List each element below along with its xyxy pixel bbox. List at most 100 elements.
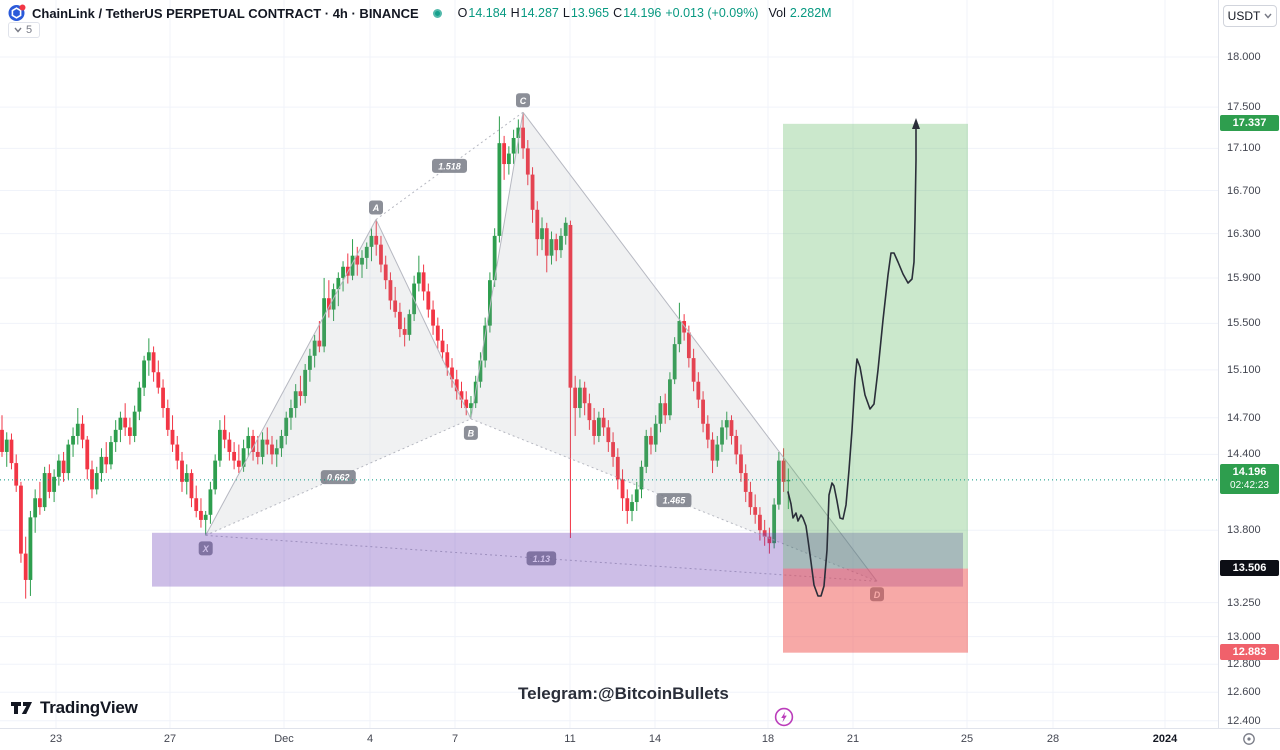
candle-body bbox=[668, 379, 672, 416]
candle-body bbox=[37, 498, 42, 508]
chainlink-logo-icon bbox=[8, 4, 26, 21]
candle-body bbox=[416, 272, 421, 284]
funding-event-icon[interactable] bbox=[774, 707, 794, 732]
time-tick: 14 bbox=[648, 733, 662, 745]
projection-brush-line[interactable] bbox=[787, 121, 917, 597]
candle-body bbox=[502, 143, 507, 165]
price-tick: 13.800 bbox=[1227, 524, 1261, 537]
tradingview-brand-text: TradingView bbox=[40, 698, 138, 717]
candle-body bbox=[568, 224, 573, 388]
candle-body bbox=[284, 417, 289, 436]
candle-body bbox=[75, 423, 80, 436]
candle-body bbox=[175, 444, 180, 461]
candle-body bbox=[682, 321, 687, 333]
pattern-point-c: C bbox=[516, 93, 530, 108]
reward-zone[interactable] bbox=[783, 123, 968, 569]
candle-body bbox=[289, 408, 293, 418]
price-scale[interactable]: USDT 18.000 17.500 17.100 16.700 16.300 15.90… bbox=[1218, 0, 1280, 728]
last-price-label[interactable]: 14.196 02:42:23 bbox=[1220, 463, 1279, 494]
pattern-line-xb bbox=[205, 418, 472, 536]
candle-body bbox=[549, 239, 554, 256]
price-tick: 12.400 bbox=[1227, 714, 1261, 727]
xabcd-pattern[interactable] bbox=[205, 111, 878, 582]
candle-body bbox=[99, 456, 104, 474]
candle-body bbox=[104, 456, 109, 465]
candle-body bbox=[213, 460, 218, 490]
candle-body bbox=[478, 360, 483, 382]
currency-selector-button[interactable]: USDT bbox=[1223, 5, 1277, 27]
candle-body bbox=[265, 439, 270, 445]
entry-price-label[interactable]: 13.506 bbox=[1220, 559, 1279, 576]
candle-body bbox=[563, 222, 568, 236]
candle-body bbox=[279, 435, 284, 449]
candle-body bbox=[132, 411, 137, 436]
candle-body bbox=[398, 311, 402, 330]
scale-settings-icon[interactable] bbox=[1240, 731, 1258, 747]
pattern-fill-xab bbox=[205, 219, 471, 536]
candle-body bbox=[625, 498, 630, 511]
candle-body bbox=[336, 277, 341, 290]
candle-body bbox=[653, 423, 658, 445]
candle-body bbox=[615, 456, 620, 480]
chevron-down-icon bbox=[1264, 13, 1272, 19]
candle-body bbox=[293, 391, 298, 409]
time-tick: 4 bbox=[366, 733, 374, 745]
tradingview-logo-icon bbox=[11, 702, 32, 714]
candle-body bbox=[251, 435, 255, 452]
price-tick: 16.300 bbox=[1227, 227, 1261, 240]
candle-body bbox=[52, 476, 57, 492]
candle-body bbox=[66, 444, 71, 474]
svg-text:1.13: 1.13 bbox=[533, 554, 551, 564]
candle-body bbox=[33, 498, 38, 518]
candle-body bbox=[630, 502, 634, 511]
risk-zone[interactable] bbox=[783, 568, 968, 653]
candle-body bbox=[218, 429, 222, 461]
candle-body bbox=[611, 442, 615, 457]
candle-body bbox=[596, 417, 601, 436]
candle-body bbox=[113, 429, 118, 443]
candle-body bbox=[393, 300, 398, 312]
candle-body bbox=[578, 387, 582, 409]
pattern-point-a: A bbox=[369, 200, 383, 215]
candle-body bbox=[601, 417, 606, 428]
candle-body bbox=[326, 298, 331, 310]
symbol-legend: ChainLink / TetherUS PERPETUAL CONTRACT … bbox=[8, 4, 832, 22]
time-tick: 28 bbox=[1046, 733, 1060, 745]
market-status-dot[interactable] bbox=[432, 8, 442, 18]
stop-price-label[interactable]: 12.883 bbox=[1220, 643, 1279, 660]
tradingview-brand[interactable]: TradingView bbox=[10, 698, 138, 718]
candle-body bbox=[748, 491, 753, 508]
candle-body bbox=[146, 352, 151, 361]
candle-body bbox=[241, 448, 246, 467]
candle-body bbox=[767, 536, 772, 544]
svg-text:0.662: 0.662 bbox=[327, 473, 350, 483]
symbol-title[interactable]: ChainLink / TetherUS PERPETUAL CONTRACT … bbox=[32, 5, 419, 21]
candle-body bbox=[530, 174, 535, 210]
candle-body bbox=[672, 344, 677, 380]
time-tick: 27 bbox=[163, 733, 177, 745]
ohlc-values: O 14.184 H 14.287 L 13.965 C 14.196 +0.013 (… bbox=[458, 6, 832, 20]
candle-body bbox=[379, 244, 383, 265]
svg-text:1.465: 1.465 bbox=[663, 496, 687, 506]
candle-body bbox=[322, 298, 327, 347]
candle-body bbox=[521, 127, 525, 149]
candle-body bbox=[701, 399, 705, 424]
legend-collapse-button[interactable]: 5 bbox=[8, 22, 41, 38]
ohlc-open-key: O bbox=[457, 6, 468, 20]
time-scale[interactable]: 23 27 Dec 4 7 11 14 18 21 25 28 2024 bbox=[0, 728, 1280, 750]
ratio-label-bd: 1.465 bbox=[656, 493, 692, 508]
chevron-down-icon bbox=[14, 27, 22, 33]
candle-body bbox=[445, 352, 450, 368]
candle-body bbox=[483, 325, 488, 361]
ohlc-open-value: 14.184 bbox=[468, 6, 507, 20]
target-price-label[interactable]: 17.337 bbox=[1220, 114, 1279, 131]
time-tick: 21 bbox=[846, 733, 860, 745]
price-tick: 13.000 bbox=[1227, 630, 1261, 643]
ohlc-close-key: C bbox=[613, 6, 623, 20]
candle-body bbox=[644, 435, 649, 467]
pattern-line-xa bbox=[205, 219, 377, 536]
candle-body bbox=[488, 280, 492, 326]
candle-body bbox=[587, 403, 592, 421]
candle-body bbox=[724, 420, 729, 428]
